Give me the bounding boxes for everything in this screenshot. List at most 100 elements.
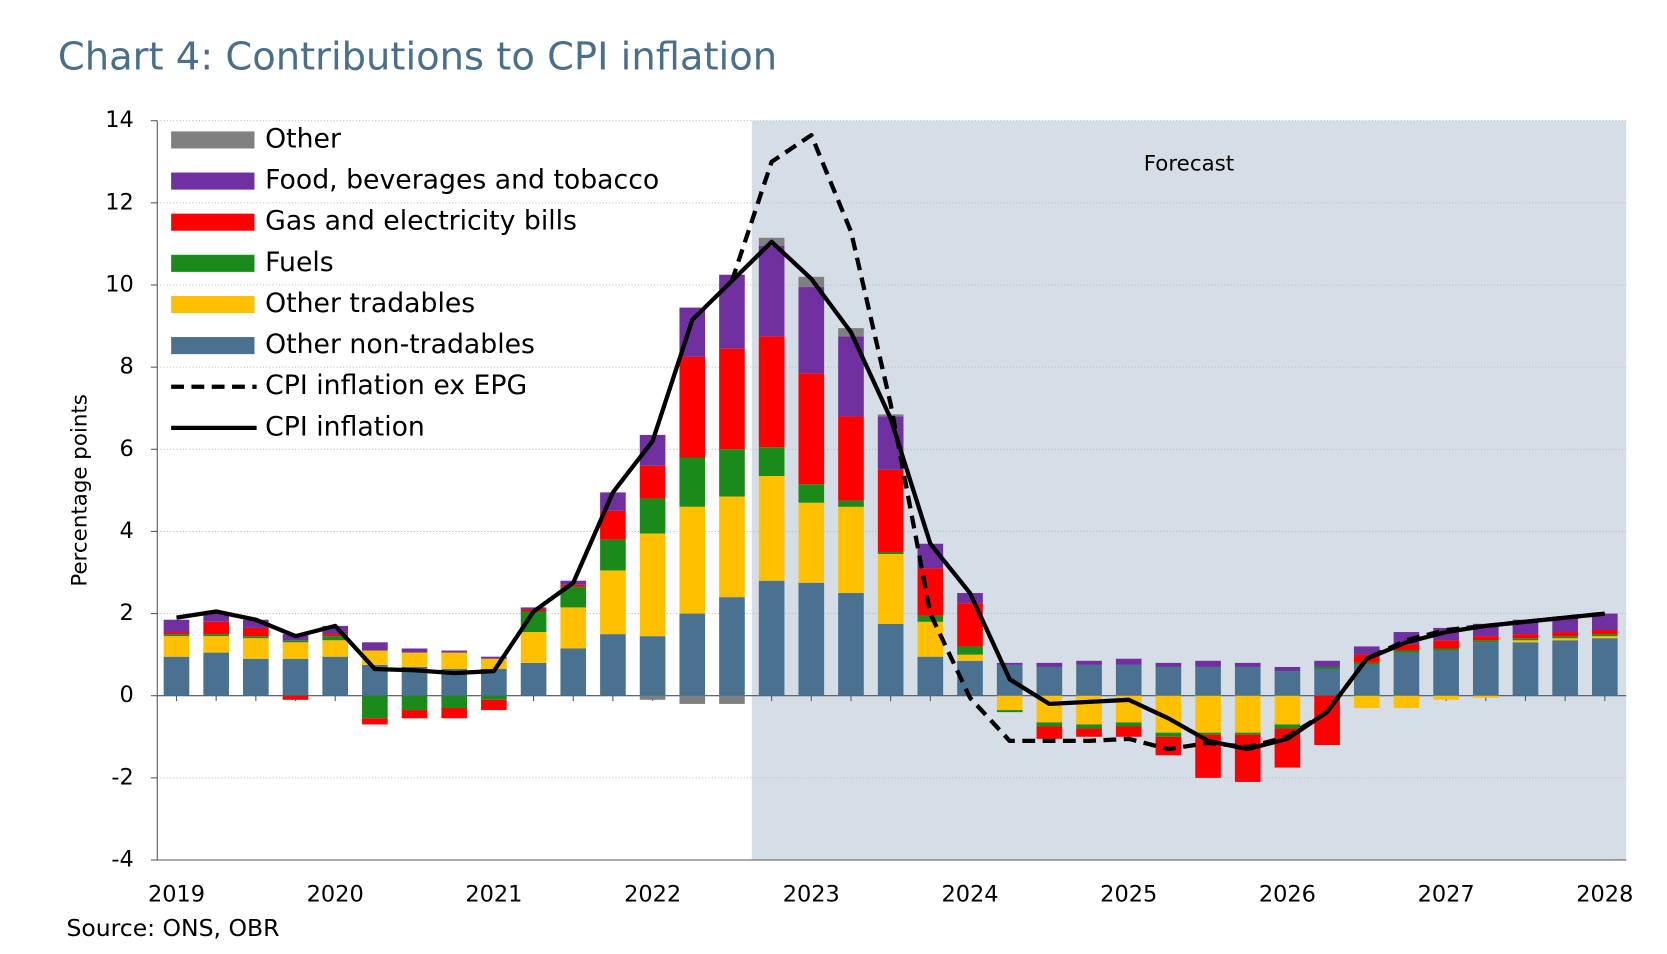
x-tick-label: 2026	[1259, 882, 1316, 908]
bar	[996, 695, 1023, 711]
bar	[1115, 726, 1142, 737]
bar	[481, 699, 507, 711]
bar	[1155, 662, 1182, 667]
x-tick-label: 2023	[783, 882, 840, 908]
bar	[441, 695, 468, 709]
legend-label: Other tradables	[265, 288, 475, 319]
bar	[917, 568, 944, 616]
bar	[1234, 734, 1261, 782]
bar	[1274, 671, 1301, 696]
bar	[401, 695, 428, 711]
y-tick-label: 0	[119, 682, 133, 708]
bar	[1353, 646, 1380, 655]
bar	[520, 662, 547, 696]
x-tick-label: 2024	[941, 882, 998, 908]
bar	[322, 636, 349, 641]
bar	[1591, 636, 1618, 639]
bar	[243, 627, 269, 637]
bar	[282, 642, 309, 659]
bar	[481, 695, 507, 700]
bar	[203, 634, 229, 637]
bar	[203, 636, 229, 653]
bar	[1234, 695, 1261, 733]
bar	[1433, 650, 1459, 696]
bar	[1195, 660, 1221, 667]
bar	[1076, 724, 1102, 729]
bar	[1552, 640, 1578, 696]
bar	[1234, 666, 1261, 696]
bar	[600, 634, 626, 696]
bar	[838, 593, 864, 696]
bar	[877, 554, 904, 624]
annotation: Forecast	[1144, 152, 1234, 177]
bar	[282, 640, 309, 643]
bar	[719, 348, 745, 450]
bar	[917, 621, 944, 657]
bar	[798, 287, 825, 374]
bar	[1036, 722, 1063, 727]
bar	[798, 502, 825, 583]
bar	[798, 484, 825, 503]
bar	[1433, 695, 1459, 700]
bar	[1552, 632, 1578, 637]
bar	[362, 718, 388, 725]
bar	[1195, 666, 1221, 696]
bar	[282, 695, 309, 700]
bar	[401, 648, 428, 653]
bar	[679, 506, 706, 614]
bar	[1314, 669, 1340, 696]
legend-label: Food, beverages and tobacco	[265, 165, 659, 196]
bar	[1076, 660, 1102, 665]
bar	[1393, 644, 1420, 651]
bar	[996, 710, 1023, 713]
bar	[163, 634, 190, 637]
bar	[322, 656, 349, 696]
bar	[1353, 695, 1380, 709]
bar	[163, 636, 190, 657]
bar	[1036, 662, 1063, 667]
bar	[1472, 640, 1499, 643]
y-axis-label: Percentage points	[67, 394, 92, 587]
bar	[1234, 662, 1261, 667]
bar	[1472, 642, 1499, 696]
y-tick-label: -4	[111, 846, 133, 872]
bar	[719, 274, 745, 349]
bar	[1472, 636, 1499, 641]
bar	[877, 623, 904, 696]
bar	[838, 506, 864, 594]
legend-label: Gas and electricity bills	[265, 206, 577, 237]
bar	[877, 551, 904, 555]
x-tick-label: 2022	[624, 882, 681, 908]
bar	[639, 695, 666, 700]
bar	[1115, 722, 1142, 727]
bar	[163, 632, 190, 635]
bar	[1591, 638, 1618, 696]
bar	[758, 580, 785, 696]
legend-swatch	[171, 337, 255, 355]
bar	[1195, 732, 1221, 735]
bar	[996, 662, 1023, 665]
bar	[679, 457, 706, 507]
bar	[1274, 666, 1301, 672]
bar	[719, 597, 745, 696]
bar	[1155, 736, 1182, 756]
bar	[1353, 662, 1380, 665]
bar	[1552, 617, 1578, 633]
bar	[362, 642, 388, 651]
bar	[1314, 666, 1340, 670]
bar	[679, 695, 706, 704]
bar	[1314, 660, 1340, 667]
legend-label: Other	[265, 123, 341, 154]
bar	[1393, 652, 1420, 696]
bar	[957, 593, 983, 604]
bar	[1115, 658, 1142, 665]
bar	[1433, 640, 1459, 649]
bar	[639, 465, 666, 499]
bar	[560, 586, 587, 608]
bar	[401, 652, 428, 667]
bar	[1591, 629, 1618, 635]
bar	[639, 533, 666, 637]
bar	[481, 656, 507, 659]
line	[176, 239, 1606, 752]
